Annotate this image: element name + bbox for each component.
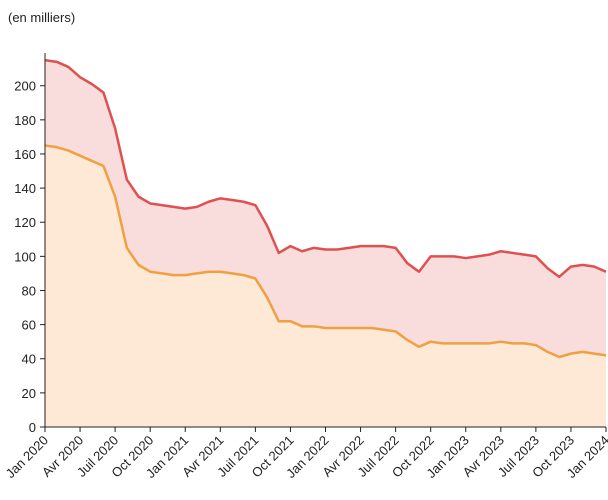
y-tick-label: 180	[14, 113, 36, 128]
y-tick-label: 40	[22, 352, 36, 367]
chart-subtitle: (en milliers)	[8, 10, 75, 25]
y-tick-label: 200	[14, 79, 36, 94]
area-fill	[45, 145, 606, 427]
area-line	[44, 58, 607, 279]
y-tick-label: 60	[22, 318, 36, 333]
y-tick-label: 120	[14, 215, 36, 230]
y-tick-label: 140	[14, 181, 36, 196]
y-tick-label: 80	[22, 283, 36, 298]
y-tick-label: 100	[14, 249, 36, 264]
area-line	[44, 144, 607, 359]
y-tick-label: 160	[14, 147, 36, 162]
y-tick-label: 20	[22, 386, 36, 401]
y-tick-label: 0	[29, 420, 36, 435]
